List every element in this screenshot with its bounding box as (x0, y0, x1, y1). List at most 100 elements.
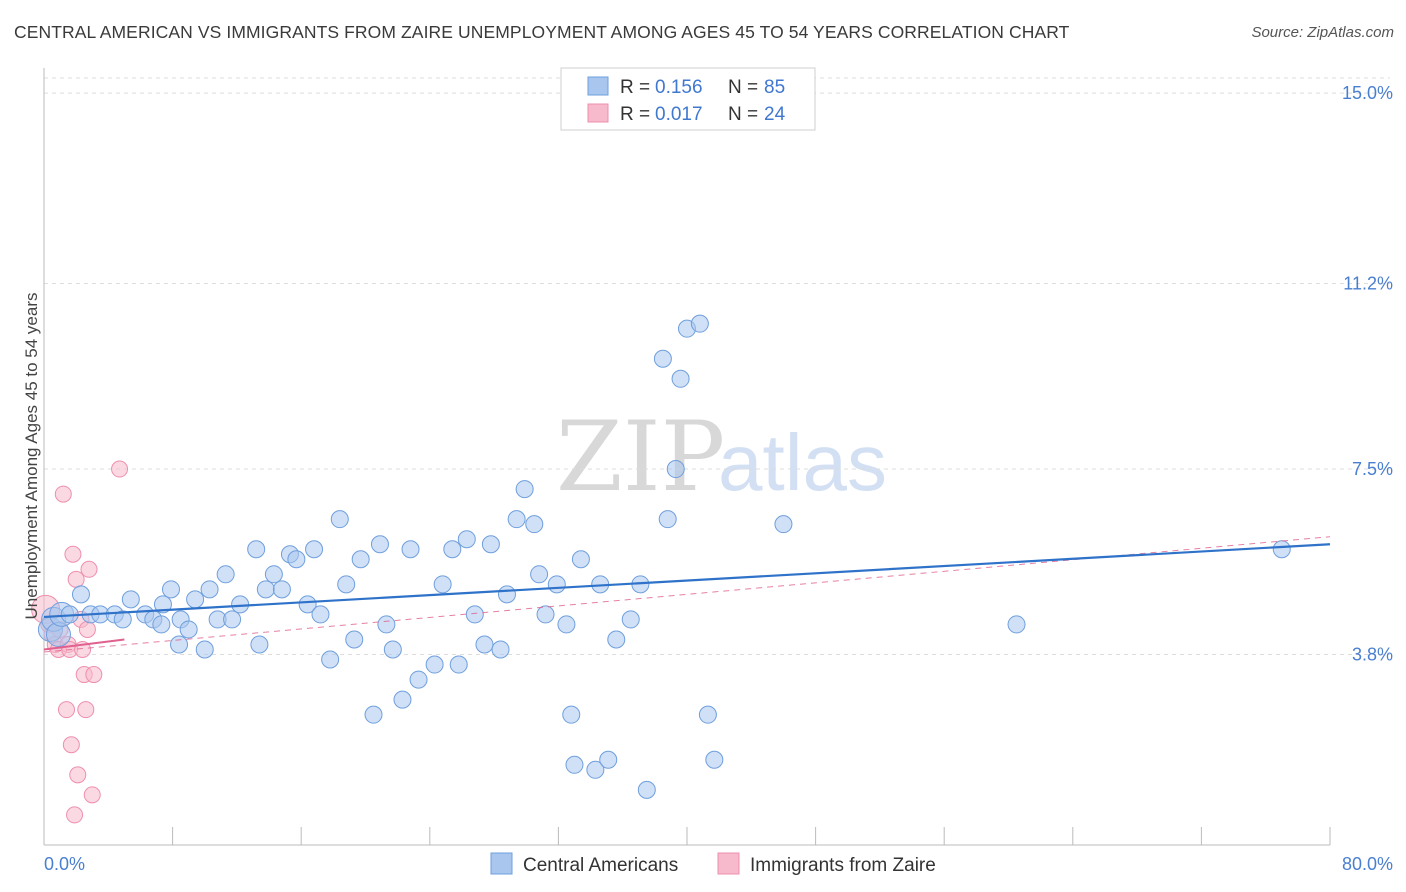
zaire-point-23 (111, 460, 129, 478)
central-american-point-82 (705, 750, 724, 769)
central-american-point-24 (223, 610, 242, 629)
bottom-legend-immigrants-from-zaire: Immigrants from Zaire (750, 855, 936, 876)
central-american-point-27 (250, 635, 269, 654)
bottom-legend-central-americans: Central Americans (523, 855, 678, 876)
central-american-point-70 (599, 750, 618, 769)
legend-r-value-pink: 0.017 (655, 104, 703, 125)
bottom-legend-swatch-pink (717, 852, 740, 875)
bottom-legend: Central Americans Immigrants from Zaire (490, 852, 936, 876)
y-tick-label-2: 11.2% (1343, 274, 1393, 294)
zaire-points (31, 460, 129, 824)
central-american-point-44 (383, 640, 402, 659)
zaire-point-22 (85, 666, 103, 684)
central-american-point-36 (321, 650, 340, 669)
central-american-point-51 (449, 655, 468, 674)
trend-lines (43, 536, 1331, 653)
central-american-point-45 (393, 690, 412, 709)
central-american-point-67 (565, 755, 584, 774)
legend-r-label-blue: R = (620, 77, 650, 98)
central-american-point-84 (1007, 615, 1026, 634)
central-american-point-39 (345, 630, 364, 649)
zaire-trend-dashed (43, 536, 1331, 653)
central-american-points (37, 314, 1291, 799)
legend: R = 0.156 N = 85 R = 0.017 N = 24 (560, 67, 816, 131)
central-american-point-81 (698, 705, 717, 724)
watermark-zip: ZIP (556, 401, 725, 513)
central-american-trend (43, 543, 1331, 619)
central-american-point-49 (433, 575, 452, 594)
central-american-point-35 (311, 605, 330, 624)
central-american-point-56 (491, 640, 510, 659)
legend-swatch-blue (587, 76, 609, 96)
zaire-point-18 (77, 701, 95, 719)
central-american-point-58 (507, 510, 526, 529)
central-american-point-66 (571, 550, 590, 569)
central-american-point-26 (247, 540, 266, 559)
central-american-point-59 (515, 480, 534, 499)
zaire-point-11 (64, 545, 82, 563)
central-american-point-61 (530, 565, 549, 584)
central-american-point-68 (586, 760, 605, 779)
central-american-point-55 (481, 535, 500, 554)
legend-swatch-pink (587, 103, 609, 123)
legend-r-label-pink: R = (620, 104, 650, 125)
central-american-point-32 (287, 550, 306, 569)
central-american-point-46 (401, 540, 420, 559)
zaire-point-7 (58, 701, 76, 719)
chart-source: Source: ZipAtlas.com (1251, 24, 1394, 41)
y-tick-label-3: 15.0% (1342, 83, 1393, 103)
central-american-point-18 (179, 620, 198, 639)
central-american-point-33 (298, 595, 317, 614)
central-american-point-19 (186, 590, 205, 609)
central-american-point-14 (152, 615, 171, 634)
central-american-point-15 (161, 580, 180, 599)
central-american-point-72 (621, 610, 640, 629)
axes (43, 68, 1331, 846)
chart-title: CENTRAL AMERICAN VS IMMIGRANTS FROM ZAIR… (14, 22, 1070, 42)
zaire-point-6 (54, 485, 72, 503)
zaire-point-20 (80, 560, 98, 578)
central-american-point-30 (272, 580, 291, 599)
x-tick-label-1: 80.0% (1342, 854, 1393, 874)
central-american-point-57 (497, 585, 516, 604)
central-american-point-52 (457, 530, 476, 549)
zaire-point-21 (83, 786, 101, 804)
central-american-point-64 (557, 615, 576, 634)
central-american-point-10 (121, 590, 140, 609)
legend-n-label-pink: N = (728, 104, 758, 125)
legend-n-value-blue: 85 (764, 77, 785, 98)
y-tick-label-0: 3.8% (1352, 645, 1393, 665)
central-american-point-13 (153, 595, 172, 614)
watermark-atlas: atlas (718, 418, 887, 507)
central-american-point-29 (264, 565, 283, 584)
zaire-point-10 (62, 736, 80, 754)
central-american-point-25 (231, 595, 250, 614)
central-american-point-53 (465, 605, 484, 624)
central-american-point-5 (71, 585, 90, 604)
zaire-point-14 (69, 766, 87, 784)
y-axis-label: Unemployment Among Ages 45 to 54 years (22, 293, 41, 620)
legend-n-value-pink: 24 (764, 104, 786, 125)
bottom-legend-swatch-blue (490, 852, 513, 875)
central-american-point-85 (1272, 540, 1291, 559)
central-american-point-78 (671, 369, 690, 388)
zaire-point-12 (66, 806, 84, 824)
central-american-point-77 (666, 460, 685, 479)
central-american-point-76 (658, 510, 677, 529)
central-american-point-42 (370, 535, 389, 554)
zaire-trend (43, 638, 125, 651)
central-american-point-48 (425, 655, 444, 674)
central-american-point-43 (377, 615, 396, 634)
central-american-point-20 (195, 640, 214, 659)
x-tick-label-0: 0.0% (44, 854, 85, 874)
central-american-point-38 (337, 575, 356, 594)
central-american-point-28 (256, 580, 275, 599)
central-american-point-71 (607, 630, 626, 649)
central-american-point-62 (536, 605, 555, 624)
central-american-point-54 (475, 635, 494, 654)
central-american-point-23 (216, 565, 235, 584)
y-tick-label-1: 7.5% (1352, 459, 1393, 479)
zaire-point-19 (78, 620, 96, 638)
central-american-point-21 (200, 580, 219, 599)
